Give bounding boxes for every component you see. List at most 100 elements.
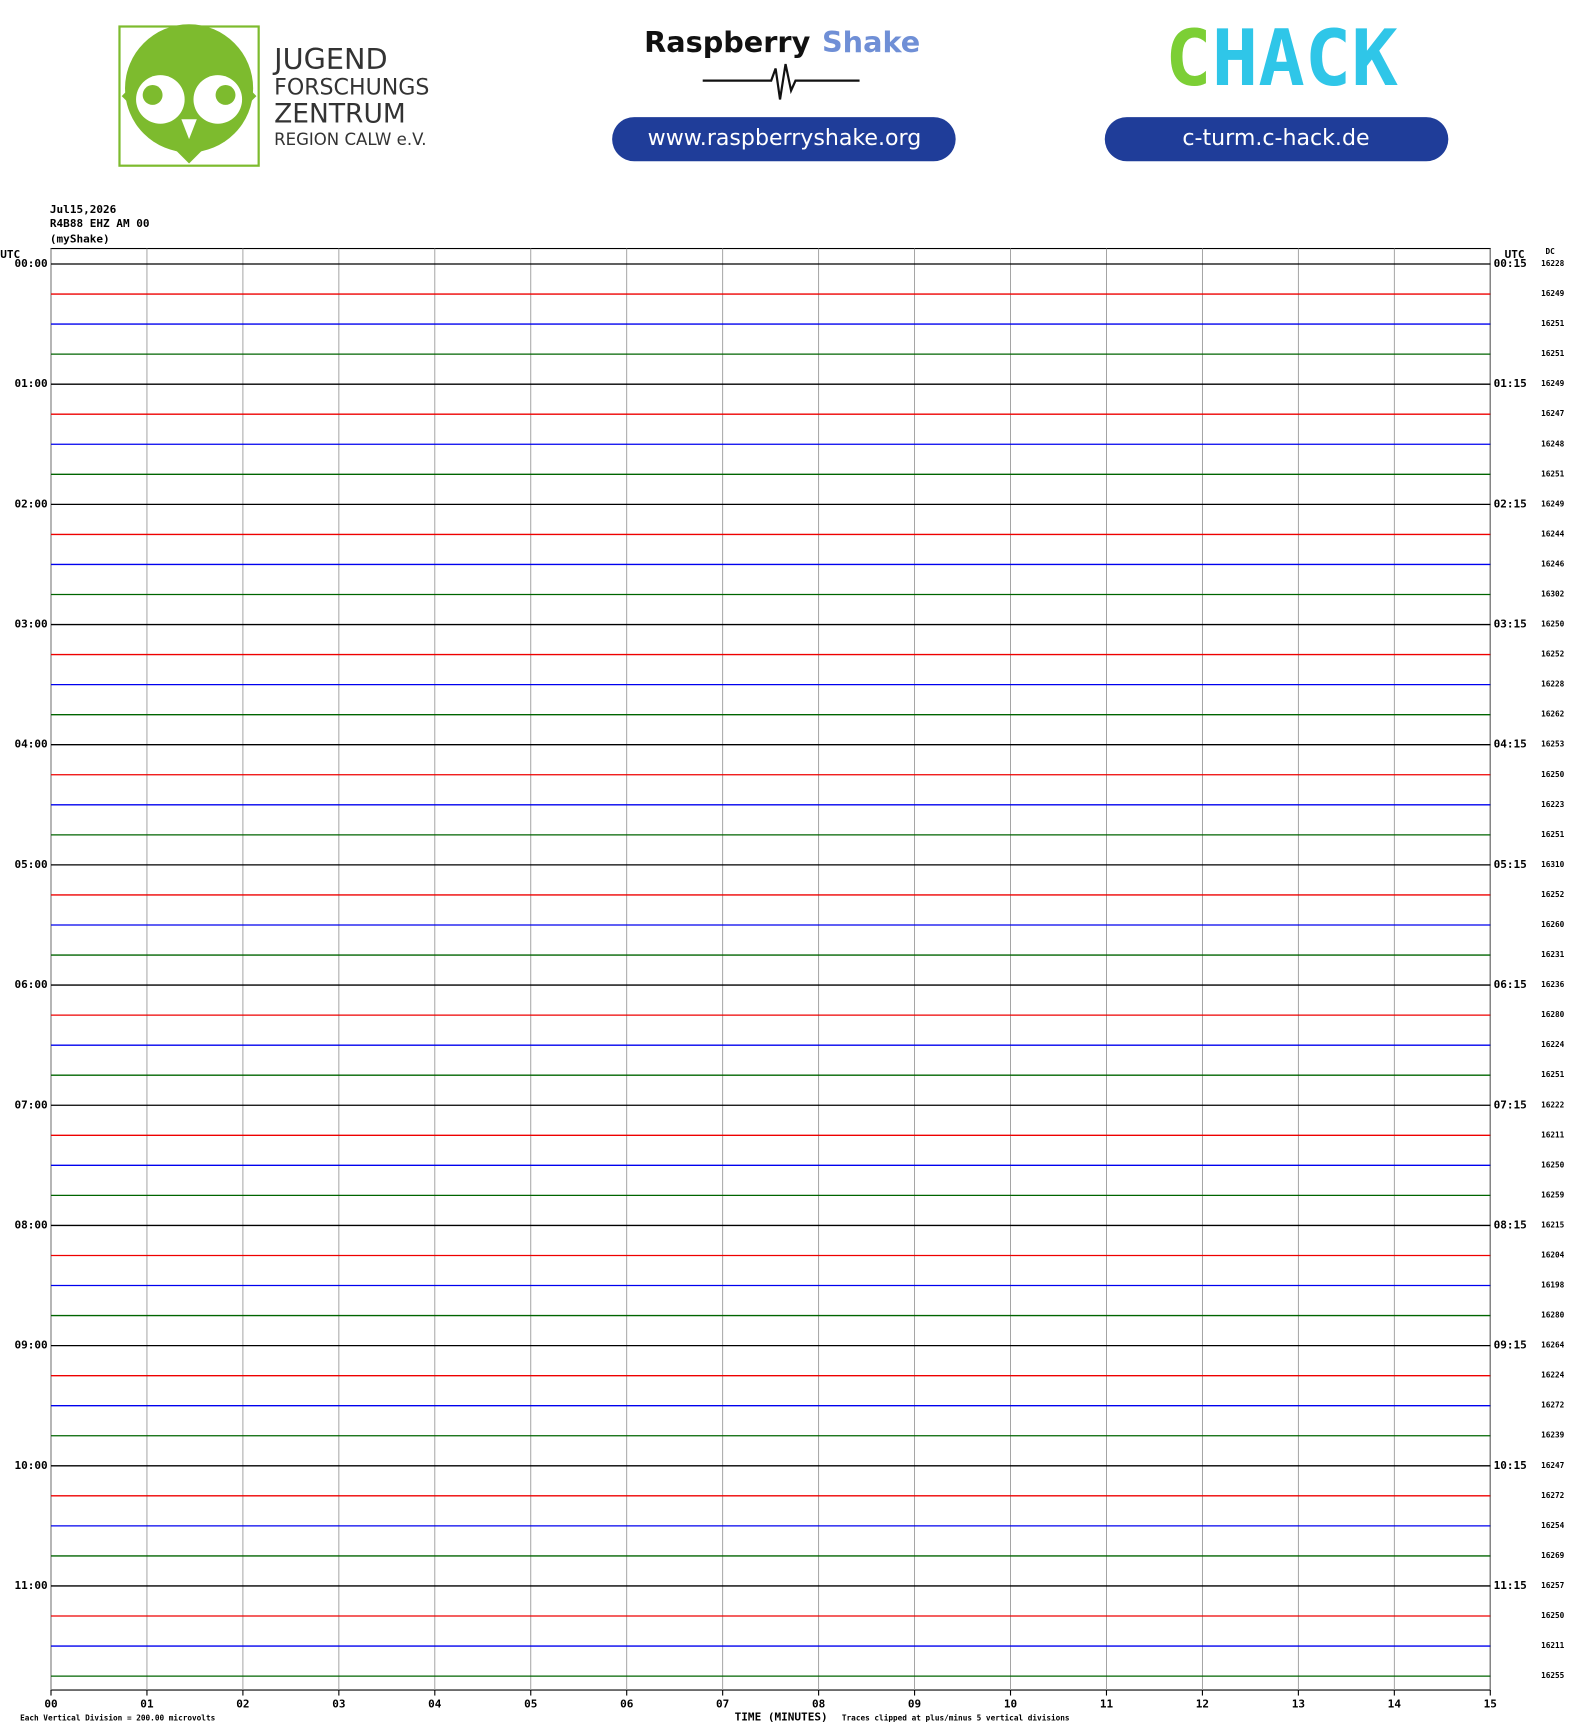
dc-value: 16228 [1541,259,1565,268]
hour-label-right: 05:15 [1494,858,1527,871]
dc-value: 16251 [1541,830,1565,839]
dc-value: 16264 [1541,1341,1565,1350]
hour-label-right: 01:15 [1494,377,1527,390]
hour-label-left: 06:00 [14,978,47,991]
x-tick-label: 09 [908,1697,921,1710]
dc-value: 16222 [1541,1100,1564,1109]
jfz-line: FORSCHUNGS [274,74,429,100]
chack-c: C [1165,14,1212,104]
x-tick-label: 15 [1484,1697,1497,1710]
dc-value: 16251 [1541,319,1565,328]
dc-value: 16310 [1541,860,1565,869]
dc-value: 16302 [1541,589,1564,598]
dc-value: 16247 [1541,409,1565,418]
dc-value: 16251 [1541,349,1565,358]
jfz-line: JUGEND [272,42,387,76]
x-tick-label: 03 [332,1697,345,1710]
dc-value: 16280 [1541,1010,1565,1019]
hour-label-right: 00:15 [1494,257,1527,270]
x-tick-label: 04 [428,1697,442,1710]
dc-value: 16248 [1541,439,1565,448]
dc-value: 16249 [1541,289,1565,298]
hour-label-right: 02:15 [1494,497,1527,510]
x-tick-label: 06 [620,1697,634,1710]
hour-label-left: 08:00 [14,1218,47,1231]
header-source: (myShake) [50,233,110,246]
hour-label-left: 10:00 [14,1459,47,1472]
hour-label-right: 04:15 [1494,738,1527,751]
dc-value: 16244 [1541,529,1565,538]
hour-label-left: 07:00 [14,1098,47,1111]
x-tick-label: 11 [1100,1697,1114,1710]
dc-value: 16252 [1541,890,1564,899]
hour-label-right: 06:15 [1494,978,1527,991]
dc-value: 16259 [1541,1190,1565,1199]
jfz-line: ZENTRUM [274,98,406,129]
x-tick-label: 08 [812,1697,825,1710]
jfz-logo: JUGEND FORSCHUNGS ZENTRUM REGION CALW e.… [118,24,429,167]
dc-value: 16250 [1541,1611,1565,1620]
dc-value: 16198 [1541,1281,1565,1290]
dc-value: 16224 [1541,1371,1565,1380]
dc-value: 16257 [1541,1581,1565,1590]
hour-label-right: 08:15 [1494,1218,1527,1231]
x-tick-label: 05 [524,1697,537,1710]
hour-label-left: 11:00 [14,1579,47,1592]
right-axis-label: UTC [1505,248,1525,261]
dc-value: 16211 [1541,1130,1565,1139]
chack-logo: CHACK c-turm.c-hack.de [1104,14,1449,162]
dc-value: 16223 [1541,800,1565,809]
chack-hack: HACK [1212,14,1399,104]
dc-value: 16246 [1541,559,1565,568]
hour-label-right: 11:15 [1494,1579,1527,1592]
dc-value: 16269 [1541,1551,1565,1560]
dc-value: 16254 [1541,1521,1565,1530]
dc-value: 16249 [1541,379,1565,388]
header-station: R4B88 EHZ AM 00 [50,217,150,230]
dc-value: 16250 [1541,1160,1565,1169]
hour-label-left: 01:00 [14,377,47,390]
hour-label-left: 04:00 [14,738,47,751]
x-tick-label: 13 [1292,1697,1305,1710]
brand-url: www.raspberryshake.org [648,125,922,151]
x-tick-label: 00 [44,1697,57,1710]
hour-label-left: 02:00 [14,497,47,510]
dc-value: 16204 [1541,1250,1565,1259]
dc-value: 16228 [1541,680,1565,689]
plot-frame [50,247,1491,1691]
dc-value: 16231 [1541,950,1565,959]
hour-label-left: 00:00 [14,257,47,270]
x-tick-label: 10 [1004,1697,1017,1710]
dc-value: 16251 [1541,469,1565,478]
dc-value: 16251 [1541,1070,1565,1079]
chack-url: c-turm.c-hack.de [1182,125,1369,151]
chack-title: CHACK [1165,14,1398,104]
hour-label-right: 10:15 [1494,1459,1527,1472]
brand-name: Raspberry [644,25,810,59]
dc-value: 16250 [1541,620,1565,629]
hour-label-right: 09:15 [1494,1339,1527,1352]
dc-value: 16249 [1541,499,1565,508]
footnote: Each Vertical Division = 200.00 microvol… [20,1714,216,1723]
left-axis-label: UTC [0,248,20,261]
header-date: Jul15,2026 [50,203,117,216]
jfz-line: REGION CALW e.V. [274,130,426,149]
dc-value: 16215 [1541,1220,1565,1229]
hour-label-left: 09:00 [14,1339,47,1352]
dc-value: 16224 [1541,1040,1565,1049]
dc-value: 16211 [1541,1641,1565,1650]
dc-value: 16255 [1541,1671,1565,1680]
x-tick-label: 07 [716,1697,729,1710]
dc-value: 16260 [1541,920,1565,929]
raspberry-logo: Raspberry Shake www.raspberryshake.org [612,25,956,162]
dc-value: 16272 [1541,1491,1564,1500]
x-axis-label: TIME (MINUTES) [735,1711,828,1724]
dc-value: 16262 [1541,710,1564,719]
dc-value: 16252 [1541,650,1564,659]
dc-value: 16253 [1541,740,1565,749]
dc-value: 16239 [1541,1431,1565,1440]
hour-label-left: 03:00 [14,618,47,631]
footnote: Traces clipped at plus/minus 5 vertical … [842,1714,1070,1723]
